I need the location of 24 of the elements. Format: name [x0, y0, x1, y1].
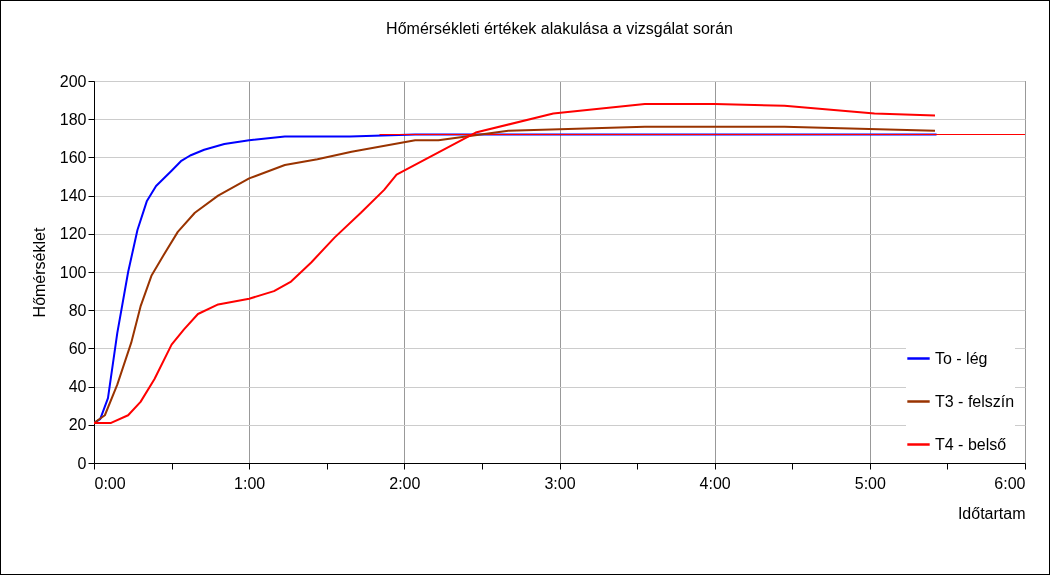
chart-title: Hőmérsékleti értékek alakulása a vizsgálat során [386, 20, 733, 37]
x-tick-label: 3:00 [544, 474, 576, 492]
y-tick-label: 100 [59, 263, 87, 281]
y-tick-label: 200 [59, 72, 87, 90]
y-tick-label: 20 [68, 416, 87, 434]
y-tick-label: 120 [59, 225, 87, 243]
legend-label: T4 - belső [935, 435, 1007, 453]
legend-label: To - lég [935, 349, 988, 367]
y-tick-label: 140 [59, 187, 87, 205]
x-tick-label: 2:00 [389, 474, 421, 492]
y-tick-label: 80 [68, 301, 87, 319]
y-axis-title: Hőmérséklet [30, 227, 48, 318]
y-tick-label: 40 [68, 378, 87, 396]
x-tick-label: 4:00 [699, 474, 731, 492]
x-tick-label: 5:00 [854, 474, 887, 492]
y-tick-label: 0 [77, 454, 87, 472]
y-tick-label: 60 [68, 339, 87, 357]
y-tick-label: 160 [59, 148, 87, 166]
x-tick-label: 1:00 [234, 474, 266, 492]
x-tick-label: 6:00 [994, 474, 1026, 492]
y-tick-label: 180 [59, 110, 87, 128]
x-axis-title: Időtartam [957, 504, 1026, 522]
x-tick-label: 0:00 [94, 474, 126, 492]
legend-label: T3 - felszín [935, 392, 1015, 410]
